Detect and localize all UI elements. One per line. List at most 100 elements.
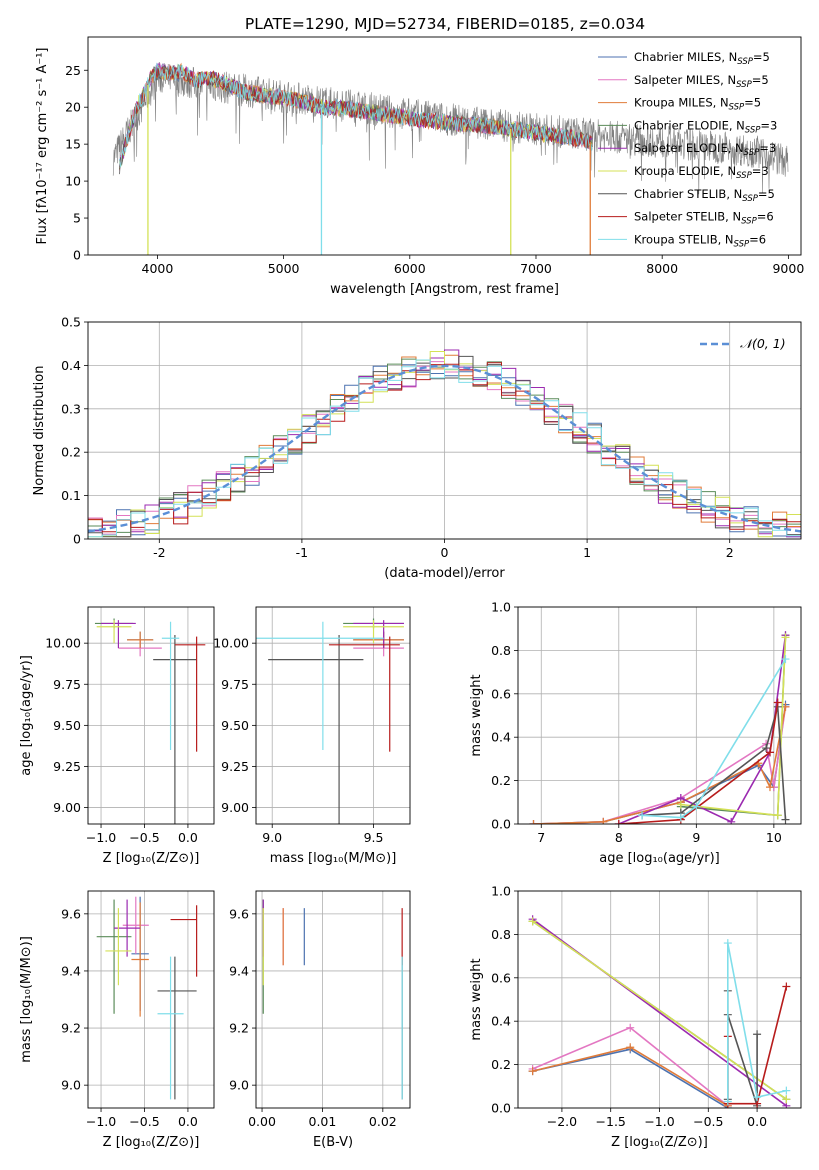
y-tick-label: 9.6 bbox=[229, 906, 249, 921]
weight-marker bbox=[773, 698, 782, 707]
x-axis-label: (data-model)/error bbox=[384, 566, 505, 581]
legend-label-name: Salpeter MILES, N bbox=[634, 73, 736, 87]
y-tick-label: 0.4 bbox=[491, 1014, 511, 1029]
x-tick-label: -1 bbox=[296, 545, 308, 560]
y-tick-label: 0.2 bbox=[491, 773, 511, 788]
histogram-step bbox=[88, 351, 801, 538]
y-tick-label: 15 bbox=[65, 137, 81, 152]
x-tick-label: −1.5 bbox=[596, 1114, 626, 1129]
x-tick-label: 9.5 bbox=[364, 830, 384, 845]
spectrum-data-line bbox=[112, 62, 789, 195]
legend-label-name: Kroupa ELODIE, N bbox=[634, 164, 736, 178]
legend-label-tail: =5 bbox=[753, 50, 770, 64]
y-tick-label: 0.3 bbox=[61, 401, 81, 416]
weight-marker bbox=[528, 1067, 537, 1076]
legend-label: Chabrier ELODIE, NSSP=3 bbox=[634, 118, 777, 135]
plot-area-weight-vs-age bbox=[529, 631, 790, 824]
x-tick-label: -2 bbox=[153, 545, 165, 560]
weight-marker bbox=[765, 783, 774, 792]
x-tick-label: 4000 bbox=[142, 261, 174, 276]
legend-label-normal: 𝒩(0, 1) bbox=[740, 336, 786, 351]
weight-marker bbox=[599, 817, 608, 824]
x-tick-label: 8 bbox=[615, 830, 623, 845]
plot-area-mass-vs-EBV bbox=[262, 899, 403, 1100]
x-tick-label: 0 bbox=[441, 545, 449, 560]
weight-marker bbox=[762, 744, 771, 753]
legend-label-sub: SSP bbox=[744, 148, 760, 158]
axes-frame bbox=[517, 890, 802, 1109]
y-tick-label: 9.2 bbox=[61, 1021, 81, 1036]
weight-marker bbox=[528, 917, 537, 926]
legend-label-tail: =3 bbox=[759, 141, 776, 155]
y-tick-label: 9.50 bbox=[53, 718, 81, 733]
y-tick-label: 0.2 bbox=[61, 445, 81, 460]
plot-area-age-vs-Z bbox=[94, 618, 206, 824]
weight-series-line bbox=[532, 920, 787, 1100]
weight-marker bbox=[626, 1043, 635, 1052]
axes-frame bbox=[87, 606, 215, 825]
weight-marker bbox=[626, 1023, 635, 1032]
plot-area-mass-vs-Z bbox=[96, 896, 198, 1100]
legend-label: Salpeter MILES, NSSP=5 bbox=[634, 73, 769, 90]
panel-mass-vs-EBV: 0.00 0.01 0.02 9.0 9.2 9.4 9.6 E(B-V) bbox=[229, 890, 411, 1150]
panels: 4000 5000 6000 7000 8000 90000510152025wavele… bbox=[19, 36, 804, 1150]
weight-marker bbox=[529, 820, 538, 824]
y-axis-label: mass weight bbox=[469, 674, 484, 756]
spectrum-model-line bbox=[119, 64, 593, 166]
axes-frame bbox=[87, 890, 215, 1109]
y-tick-label: 9.6 bbox=[61, 906, 81, 921]
x-tick-label: 0.02 bbox=[369, 1114, 397, 1129]
weight-marker bbox=[676, 800, 685, 809]
legend-label-tail: =3 bbox=[760, 118, 777, 132]
weight-marker bbox=[765, 748, 774, 757]
legend-label-sub: SSP bbox=[742, 194, 758, 204]
plot-area-residuals bbox=[88, 349, 801, 538]
legend-label-sub: SSP bbox=[737, 57, 753, 67]
y-tick-label: 0 bbox=[73, 532, 81, 547]
y-tick-label: 9.25 bbox=[221, 759, 249, 774]
legend-label-name: Chabrier MILES, N bbox=[634, 50, 737, 64]
legend-label: Kroupa STELIB, NSSP=6 bbox=[634, 232, 766, 249]
legend-label: Kroupa ELODIE, NSSP=3 bbox=[634, 164, 769, 181]
figure-title: PLATE=1290, MJD=52734, FIBERID=0185, z=0… bbox=[245, 15, 645, 33]
y-tick-label: 25 bbox=[65, 63, 81, 78]
x-axis-label: E(B-V) bbox=[313, 1135, 353, 1150]
weight-marker bbox=[692, 802, 701, 811]
panel-weight-vs-age: 7 8 9 10 0.0 0.2 0.4 0.6 0.8 1.0 age [log₁₀(age/yr… bbox=[469, 600, 802, 866]
weight-series-line bbox=[618, 702, 779, 824]
x-tick-label: −1.0 bbox=[86, 830, 116, 845]
legend-label: Chabrier MILES, NSSP=5 bbox=[634, 50, 770, 67]
y-tick-label: 9.4 bbox=[229, 963, 249, 978]
x-tick-label: −1.0 bbox=[86, 1114, 116, 1129]
weight-marker bbox=[782, 1095, 791, 1104]
x-tick-label: 10 bbox=[766, 830, 782, 845]
legend-label-sub: SSP bbox=[736, 171, 752, 181]
x-axis-label: Z [log₁₀(Z/Z⊙)] bbox=[103, 851, 200, 866]
y-axis-label: age [log₁₀(age/yr)] bbox=[19, 655, 34, 776]
legend-label-name: Chabrier STELIB, N bbox=[634, 187, 742, 201]
y-tick-label: 0.8 bbox=[491, 927, 511, 942]
y-tick-label: 0.4 bbox=[61, 358, 81, 373]
legend-label-tail: =3 bbox=[752, 164, 769, 178]
legend-label: Kroupa MILES, NSSP=5 bbox=[634, 96, 761, 113]
y-tick-label: 1.0 bbox=[491, 884, 511, 899]
x-tick-label: 1 bbox=[583, 545, 591, 560]
x-tick-label: 9 bbox=[692, 830, 700, 845]
plot-area-age-vs-mass bbox=[256, 618, 404, 824]
x-tick-label: 0.0 bbox=[178, 830, 198, 845]
axes-frame bbox=[87, 36, 802, 256]
legend-label-tail: =5 bbox=[752, 73, 769, 87]
axes-frame bbox=[255, 890, 411, 1109]
legend-label: Salpeter ELODIE, NSSP=3 bbox=[634, 141, 776, 158]
y-tick-label: 5 bbox=[73, 211, 81, 226]
x-tick-label: 0.0 bbox=[747, 1114, 767, 1129]
weight-marker bbox=[753, 1093, 762, 1102]
y-axis-label: Flux [fλ10⁻¹⁷ erg cm⁻² s⁻¹ A⁻¹] bbox=[35, 48, 50, 245]
x-axis-label: age [log₁₀(age/yr)] bbox=[599, 851, 720, 866]
y-tick-label: 0.6 bbox=[491, 686, 511, 701]
x-tick-label: 0.0 bbox=[178, 1114, 198, 1129]
y-tick-label: 0.1 bbox=[61, 488, 81, 503]
